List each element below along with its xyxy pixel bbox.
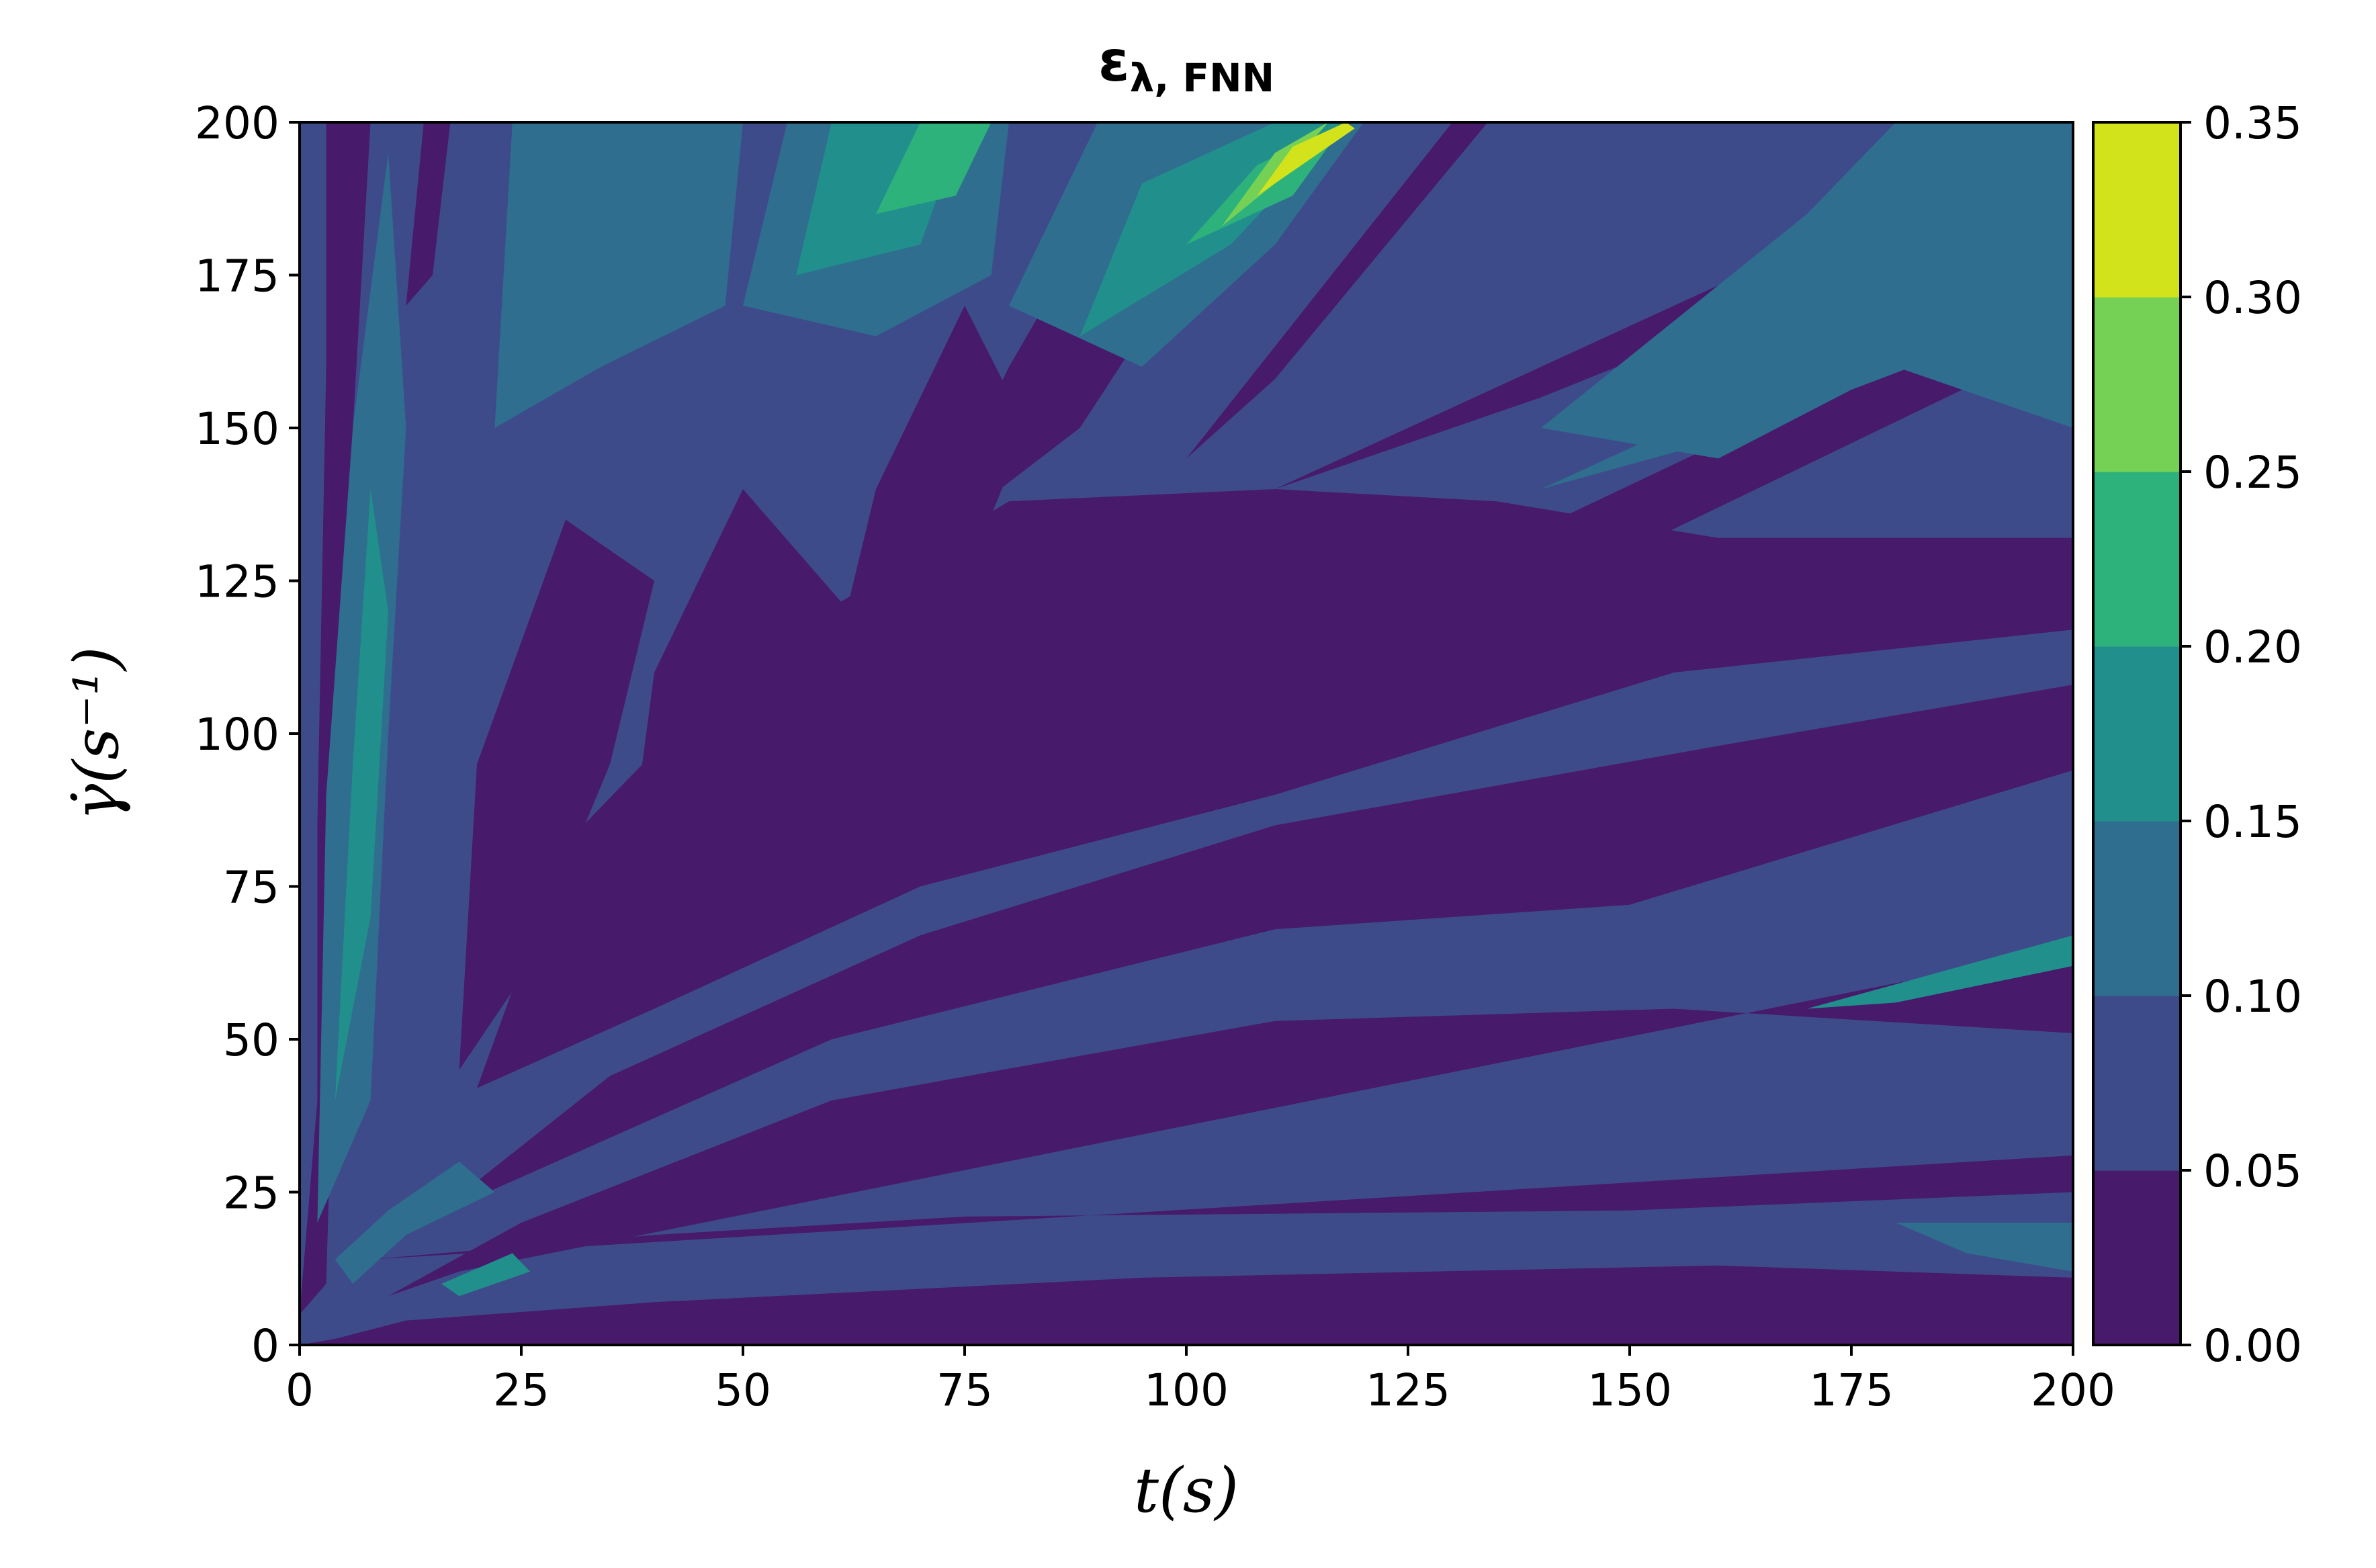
contour-region-7 — [610, 489, 850, 1009]
contour-region-22 — [335, 1162, 495, 1284]
colorbar-tick-label: 0.35 — [2203, 97, 2302, 149]
colorbar-band — [2093, 1170, 2181, 1346]
x-tick-label: 75 — [936, 1364, 993, 1416]
contour-region-11 — [406, 122, 451, 306]
colorbar-band — [2093, 821, 2181, 996]
contour-region-6 — [459, 519, 654, 1070]
contour-region-26 — [335, 489, 388, 1100]
y-tick-label: 50 — [223, 1014, 279, 1066]
y-axis-label: γ̇(s⁻¹) — [60, 646, 132, 820]
colorbar-band — [2093, 122, 2181, 298]
colorbar-tick-label: 0.05 — [2203, 1145, 2302, 1197]
contour-region-2 — [370, 1155, 2073, 1260]
x-tick-label: 25 — [493, 1364, 549, 1416]
contour-region-1 — [300, 1265, 2073, 1345]
x-tick-label: 125 — [1366, 1364, 1450, 1416]
contour-region-32 — [1257, 122, 1355, 196]
colorbar-tick-label: 0.10 — [2203, 971, 2302, 1022]
x-axis-label: t(s) — [1134, 1454, 1239, 1526]
colorbar-band — [2093, 472, 2181, 647]
chart-title-subscript: λ, FNN — [1130, 55, 1275, 101]
y-tick-label: 0 — [251, 1320, 279, 1372]
y-tick-label: 100 — [195, 709, 279, 760]
x-tick-label: 200 — [2031, 1364, 2115, 1416]
colorbar-band — [2093, 297, 2181, 472]
x-tick-label: 50 — [715, 1364, 771, 1416]
y-axis-ticks: 0 25 50 75 100 125 150 175 200 — [195, 97, 300, 1372]
contour-region-20 — [1541, 122, 2073, 459]
contour-region-8 — [832, 306, 1027, 672]
colorbar-tick-label: 0.00 — [2203, 1320, 2302, 1372]
contour-fill-layer — [300, 122, 2073, 1345]
colorbar — [2093, 122, 2181, 1346]
contour-region-27 — [441, 1253, 531, 1297]
y-tick-label: 125 — [195, 556, 279, 608]
y-tick-label: 200 — [195, 97, 279, 149]
y-tick-label: 75 — [223, 862, 279, 914]
contour-region-28 — [1807, 935, 2073, 1009]
contour-region-17 — [494, 122, 743, 428]
chart-title: ελ, FNN — [1098, 28, 1274, 101]
colorbar-tick-label: 0.15 — [2203, 796, 2302, 848]
contour-region-4 — [433, 685, 2073, 1217]
x-tick-label: 150 — [1587, 1364, 1672, 1416]
colorbar-tick-label: 0.30 — [2203, 272, 2302, 324]
colorbar-frame — [2092, 121, 2182, 1346]
contour-region-13 — [1186, 122, 1488, 459]
colorbar-ticks: 0.00 0.05 0.10 0.15 0.20 0.25 0.30 0.35 — [2181, 97, 2302, 1372]
y-tick-label: 150 — [195, 403, 279, 455]
colorbar-tick-label: 0.20 — [2203, 621, 2302, 673]
x-tick-label: 175 — [1809, 1364, 1894, 1416]
contour-region-21 — [1541, 245, 2073, 489]
y-tick-label: 175 — [195, 251, 279, 302]
x-tick-label: 100 — [1144, 1364, 1229, 1416]
colorbar-band — [2093, 996, 2181, 1171]
colorbar-tick-label: 0.25 — [2203, 447, 2302, 498]
colorbar-band — [2093, 646, 2181, 822]
x-tick-label: 0 — [285, 1364, 314, 1416]
chart-title-main: ε — [1098, 28, 1130, 94]
x-axis-ticks: 0 25 50 75 100 125 150 175 200 — [285, 1345, 2115, 1416]
contour-region-29 — [876, 122, 992, 214]
y-tick-label: 25 — [223, 1168, 279, 1219]
contour-region-23 — [1896, 1223, 2073, 1272]
